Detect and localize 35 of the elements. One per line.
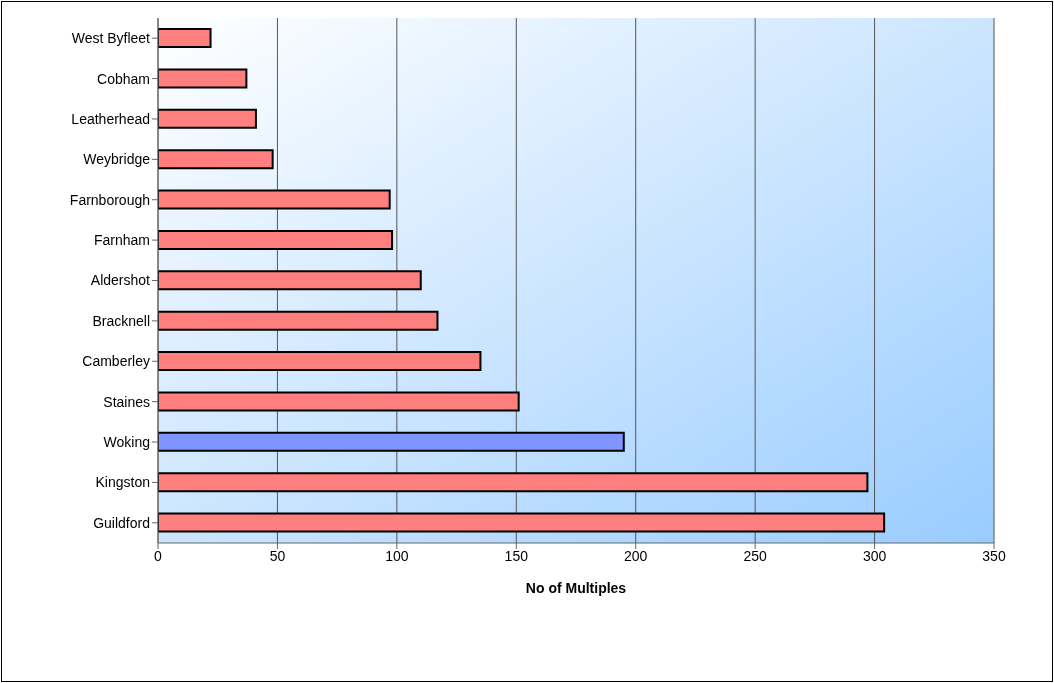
- bar: [158, 270, 422, 291]
- x-tick-label: 150: [504, 547, 529, 564]
- x-tick-label: 200: [624, 547, 648, 564]
- y-tick-label: Camberley: [82, 353, 150, 370]
- y-tick-label: Woking: [103, 434, 150, 451]
- y-tick-label: Staines: [103, 393, 150, 410]
- y-tick-label: West Byfleet: [71, 30, 151, 47]
- bar: [158, 431, 625, 452]
- bar: [158, 391, 520, 412]
- bar: [158, 189, 391, 210]
- bar: [158, 68, 248, 89]
- bar: [158, 310, 439, 331]
- y-tick-label: Weybridge: [83, 151, 151, 168]
- x-tick-label: 250: [743, 547, 768, 564]
- bar: [158, 351, 482, 372]
- x-tick-label: 100: [385, 547, 409, 564]
- bar: [158, 229, 394, 250]
- x-axis-title: No of Multiples: [525, 580, 627, 596]
- x-tick-label: 300: [862, 547, 887, 564]
- bar: [158, 149, 274, 170]
- bar: [158, 512, 886, 533]
- y-tick-label: Kingston: [95, 474, 150, 491]
- y-tick-label: Farnborough: [69, 191, 150, 208]
- y-tick-label: Bracknell: [92, 312, 150, 329]
- x-tick-label: 50: [269, 547, 286, 564]
- bar: [158, 108, 257, 129]
- bar: [158, 28, 212, 48]
- y-tick-label: Guildford: [93, 514, 150, 531]
- x-tick-label: 0: [154, 547, 163, 564]
- y-tick-label: Cobham: [97, 70, 150, 87]
- y-tick-label: Aldershot: [90, 272, 151, 289]
- y-tick-label: Leatherhead: [71, 110, 150, 127]
- x-tick-label: 350: [982, 547, 1006, 564]
- y-tick-label: Farnham: [93, 232, 150, 249]
- bar: [158, 472, 869, 493]
